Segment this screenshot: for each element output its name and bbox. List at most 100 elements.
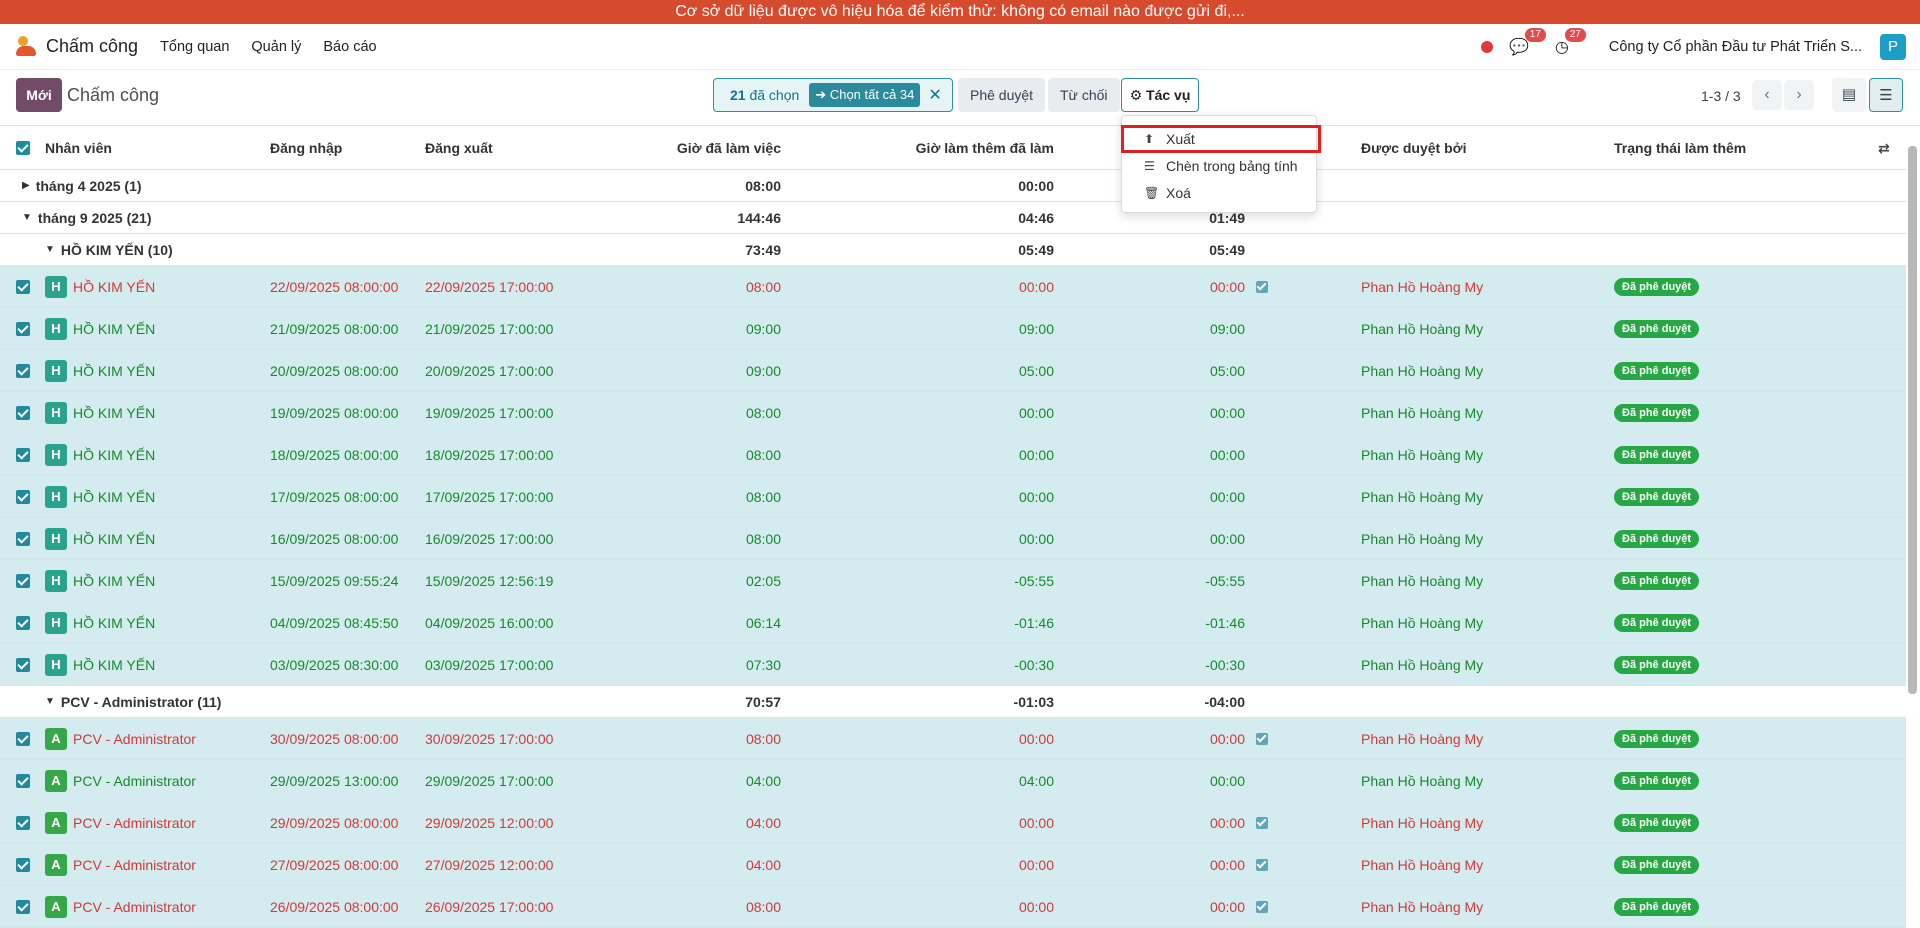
vertical-scrollbar[interactable] bbox=[1908, 146, 1917, 694]
row-checkbox[interactable] bbox=[16, 531, 30, 546]
row-checkbox[interactable] bbox=[16, 773, 30, 788]
approve-button[interactable]: Phê duyệt bbox=[958, 78, 1046, 112]
menu-reports[interactable]: Báo cáo bbox=[323, 38, 377, 55]
row-checkbox-cell[interactable] bbox=[16, 518, 30, 559]
row-checkbox-cell[interactable] bbox=[16, 602, 30, 643]
employee-cell[interactable]: H HỒ KIM YẾN bbox=[45, 644, 155, 685]
row-checkbox[interactable] bbox=[16, 573, 30, 588]
row-checkbox-cell[interactable] bbox=[16, 350, 30, 391]
row-checkbox[interactable] bbox=[16, 321, 30, 336]
row-checkbox-cell[interactable] bbox=[16, 844, 30, 885]
group-row-april[interactable]: ▶ tháng 4 2025 (1) 08:00 00:00 bbox=[0, 170, 1906, 202]
row-checkbox[interactable] bbox=[16, 815, 30, 830]
row-checkbox[interactable] bbox=[16, 489, 30, 504]
activity-view-icon[interactable]: ▤ bbox=[1832, 78, 1866, 112]
row-checkbox-cell[interactable] bbox=[16, 476, 30, 517]
row-checkbox[interactable] bbox=[16, 405, 30, 420]
row-checkbox-cell[interactable] bbox=[16, 760, 30, 801]
row-checkbox[interactable] bbox=[16, 363, 30, 378]
employee-cell[interactable]: A PCV - Administrator bbox=[45, 886, 196, 927]
group-row-september[interactable]: ▼ tháng 9 2025 (21) 144:46 04:46 01:49 bbox=[0, 202, 1906, 234]
action-delete[interactable]: 🗑 Xoá bbox=[1144, 185, 1191, 201]
action-insert-spreadsheet[interactable]: ☰ Chèn trong bảng tính bbox=[1144, 158, 1298, 174]
col-extra-hours[interactable]: Giờ làm thêm đã làm bbox=[915, 140, 1054, 156]
recording-dot-icon[interactable] bbox=[1480, 40, 1493, 53]
table-row[interactable]: A PCV - Administrator 30/09/2025 08:00:00 3… bbox=[0, 718, 1906, 760]
row-checkbox-cell[interactable] bbox=[16, 802, 30, 843]
employee-cell[interactable]: H HỒ KIM YẾN bbox=[45, 434, 155, 475]
table-row[interactable]: A PCV - Administrator 29/09/2025 08:00:00 2… bbox=[0, 802, 1906, 844]
user-avatar[interactable]: P bbox=[1880, 33, 1906, 60]
messages-icon[interactable]: 💬 17 bbox=[1509, 27, 1546, 57]
table-row[interactable]: H HỒ KIM YẾN 03/09/2025 08:30:00 03/09/2025… bbox=[0, 644, 1906, 686]
pager-value[interactable]: 1-3 / 3 bbox=[1701, 88, 1741, 104]
table-row[interactable]: H HỒ KIM YẾN 20/09/2025 08:00:00 20/09/2025… bbox=[0, 350, 1906, 392]
employee-cell[interactable]: H HỒ KIM YẾN bbox=[45, 518, 155, 559]
row-checkbox[interactable] bbox=[16, 857, 30, 872]
row-checkbox-cell[interactable] bbox=[16, 718, 30, 759]
pager-prev-icon[interactable]: ‹ bbox=[1752, 80, 1782, 110]
table-row[interactable]: H HỒ KIM YẾN 16/09/2025 08:00:00 16/09/2025… bbox=[0, 518, 1906, 560]
group-label[interactable]: ▶ tháng 4 2025 (1) bbox=[22, 170, 142, 201]
column-settings-icon[interactable]: ⇄ bbox=[1878, 139, 1890, 156]
row-checkbox[interactable] bbox=[16, 447, 30, 462]
table-row[interactable]: H HỒ KIM YẾN 19/09/2025 08:00:00 19/09/2025… bbox=[0, 392, 1906, 434]
employee-cell[interactable]: H HỒ KIM YẾN bbox=[45, 392, 155, 433]
employee-cell[interactable]: A PCV - Administrator bbox=[45, 802, 196, 843]
employee-cell[interactable]: H HỒ KIM YẾN bbox=[45, 560, 155, 601]
table-row[interactable]: A PCV - Administrator 26/09/2025 08:00:00 2… bbox=[0, 886, 1906, 928]
col-check-in[interactable]: Đăng nhập bbox=[270, 140, 343, 156]
col-check-out[interactable]: Đăng xuất bbox=[425, 140, 493, 156]
table-row[interactable]: A PCV - Administrator 27/09/2025 08:00:00 2… bbox=[0, 844, 1906, 886]
col-employee[interactable]: Nhân viên bbox=[45, 140, 112, 156]
row-checkbox-cell[interactable] bbox=[16, 434, 30, 475]
employee-cell[interactable]: H HỒ KIM YẾN bbox=[45, 602, 155, 643]
row-checkbox-cell[interactable] bbox=[16, 308, 30, 349]
employee-cell[interactable]: H HỒ KIM YẾN bbox=[45, 350, 155, 391]
group-label[interactable]: ▼ tháng 9 2025 (21) bbox=[22, 202, 152, 233]
list-view-icon[interactable]: ☰ bbox=[1869, 78, 1903, 112]
table-row[interactable]: H HỒ KIM YẾN 18/09/2025 08:00:00 18/09/2025… bbox=[0, 434, 1906, 476]
actions-button[interactable]: ⚙ Tác vụ bbox=[1121, 78, 1199, 112]
employee-cell[interactable]: H HỒ KIM YẾN bbox=[45, 266, 155, 307]
group-label[interactable]: ▼ HỒ KIM YẾN (10) bbox=[45, 234, 173, 265]
table-row[interactable]: H HỒ KIM YẾN 22/09/2025 08:00:00 22/09/2025… bbox=[0, 266, 1906, 308]
table-row[interactable]: H HỒ KIM YẾN 15/09/2025 09:55:24 15/09/2025… bbox=[0, 560, 1906, 602]
table-row[interactable]: A PCV - Administrator 29/09/2025 13:00:00 2… bbox=[0, 760, 1906, 802]
employee-cell[interactable]: A PCV - Administrator bbox=[45, 760, 196, 801]
table-row[interactable]: H HỒ KIM YẾN 17/09/2025 08:00:00 17/09/2025… bbox=[0, 476, 1906, 518]
col-overtime-status[interactable]: Trạng thái làm thêm bbox=[1614, 140, 1747, 156]
col-approved-by[interactable]: Được duyệt bởi bbox=[1361, 140, 1467, 156]
activities-clock-icon[interactable]: ◷ 27 bbox=[1555, 27, 1586, 57]
menu-manage[interactable]: Quản lý bbox=[251, 38, 302, 55]
row-checkbox-cell[interactable] bbox=[16, 266, 30, 307]
row-checkbox[interactable] bbox=[16, 279, 30, 294]
table-row[interactable]: H HỒ KIM YẾN 04/09/2025 08:45:50 04/09/2025… bbox=[0, 602, 1906, 644]
action-export[interactable]: ⬆ Xuất bbox=[1144, 131, 1195, 147]
select-all-button[interactable]: ➔ Chọn tất cả 34 bbox=[809, 83, 921, 107]
new-button[interactable]: Mới bbox=[16, 78, 62, 112]
row-checkbox[interactable] bbox=[16, 899, 30, 914]
clear-selection-icon[interactable]: ✕ bbox=[928, 87, 942, 104]
group-label[interactable]: ▼ PCV - Administrator (11) bbox=[45, 686, 221, 717]
row-checkbox[interactable] bbox=[16, 615, 30, 630]
group-row-administrator[interactable]: ▼ PCV - Administrator (11) 70:57 -01:03 -04:… bbox=[0, 686, 1906, 718]
table-row[interactable]: H HỒ KIM YẾN 21/09/2025 08:00:00 21/09/2025… bbox=[0, 308, 1906, 350]
attendance-app-icon[interactable] bbox=[14, 34, 40, 60]
select-all-checkbox[interactable] bbox=[16, 141, 30, 155]
row-checkbox-cell[interactable] bbox=[16, 560, 30, 601]
company-switcher[interactable]: Công ty Cổ phần Đầu tư Phát Triển S... bbox=[1608, 38, 1862, 55]
app-name[interactable]: Chấm công bbox=[46, 36, 139, 56]
refuse-button[interactable]: Từ chối bbox=[1048, 78, 1120, 112]
group-row-ho-kim-yen[interactable]: ▼ HỒ KIM YẾN (10) 73:49 05:49 05:49 bbox=[0, 234, 1906, 266]
employee-cell[interactable]: A PCV - Administrator bbox=[45, 718, 196, 759]
employee-cell[interactable]: H HỒ KIM YẾN bbox=[45, 308, 155, 349]
row-checkbox[interactable] bbox=[16, 657, 30, 672]
menu-overview[interactable]: Tổng quan bbox=[160, 38, 230, 55]
row-checkbox-cell[interactable] bbox=[16, 392, 30, 433]
row-checkbox-cell[interactable] bbox=[16, 644, 30, 685]
employee-cell[interactable]: A PCV - Administrator bbox=[45, 844, 196, 885]
col-worked-hours[interactable]: Giờ đã làm việc bbox=[676, 140, 781, 156]
row-checkbox-cell[interactable] bbox=[16, 886, 30, 927]
employee-cell[interactable]: H HỒ KIM YẾN bbox=[45, 476, 155, 517]
